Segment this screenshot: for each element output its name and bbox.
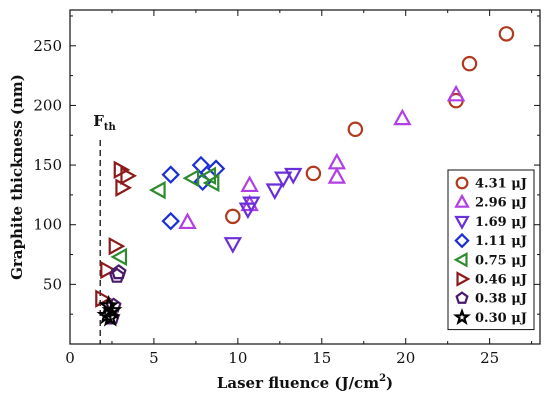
threshold-label-main: F xyxy=(93,112,104,130)
legend-item: 1.11 μJ xyxy=(454,232,527,249)
legend-marker xyxy=(454,232,470,249)
data-marks xyxy=(95,26,515,327)
data-point xyxy=(110,264,127,280)
y-tick-label: 50 xyxy=(43,275,62,293)
threshold-label-sub: th xyxy=(104,122,117,133)
plot-frame xyxy=(69,9,541,345)
data-point xyxy=(110,247,128,267)
data-point xyxy=(115,178,133,197)
x-tick-label: 20 xyxy=(396,349,415,367)
data-point xyxy=(109,267,125,283)
data-point xyxy=(327,152,347,170)
legend-marker xyxy=(454,193,470,208)
x-tick-label: 0 xyxy=(65,349,75,367)
legend-item: 0.30 μJ xyxy=(453,307,527,326)
legend-marker xyxy=(456,271,471,287)
data-point xyxy=(327,167,347,184)
legend-marker xyxy=(453,307,471,326)
legend-marker xyxy=(455,176,469,190)
series-triangle-right xyxy=(95,160,138,308)
legend-label: 0.46 μJ xyxy=(475,273,527,288)
data-point xyxy=(461,55,478,72)
data-point xyxy=(240,175,259,193)
data-point xyxy=(305,165,322,182)
legend-item: 0.75 μJ xyxy=(453,252,527,268)
data-point xyxy=(265,183,285,201)
legend-item: 2.96 μJ xyxy=(454,193,527,211)
data-point xyxy=(108,236,126,256)
legend-label: 2.96 μJ xyxy=(475,196,527,211)
x-axis-title-end: ) xyxy=(386,374,393,392)
legend-label: 1.11 μJ xyxy=(475,234,527,249)
y-axis-title: Graphite thickness (nm) xyxy=(8,74,26,280)
legend-label: 0.30 μJ xyxy=(475,311,527,326)
data-point xyxy=(206,159,226,178)
axes: 0 5 10 15 20 25 50 100 150 200 250 Fth xyxy=(33,9,541,367)
x-tick-label: 15 xyxy=(312,349,331,367)
legend: 4.31 μJ 2.96 μJ 1.69 μJ 1.11 μJ 0.75 μJ 0.46 … xyxy=(447,169,535,331)
legend-marker xyxy=(454,215,470,230)
threshold-label: Fth xyxy=(93,112,116,133)
series-circle xyxy=(225,26,515,225)
data-point xyxy=(202,173,220,193)
data-point xyxy=(238,202,258,220)
x-tick-label: 10 xyxy=(228,349,247,367)
data-point xyxy=(178,212,197,230)
data-point xyxy=(99,306,121,327)
series-triangle-up xyxy=(178,84,466,230)
legend-label: 0.38 μJ xyxy=(475,292,527,307)
legend-item: 4.31 μJ xyxy=(455,176,527,192)
data-point xyxy=(446,84,466,102)
x-axis-title-sup: 2 xyxy=(379,373,386,384)
legend-label: 1.69 μJ xyxy=(475,215,527,230)
legend-marker xyxy=(453,252,468,268)
data-point xyxy=(347,121,364,138)
x-axis-title-main: Laser fluence (J/cm xyxy=(217,374,379,392)
data-point xyxy=(100,260,117,280)
series-triangle-left xyxy=(110,166,220,267)
legend-item: 0.38 μJ xyxy=(455,291,527,307)
data-point xyxy=(498,26,515,42)
data-point xyxy=(148,180,166,200)
data-point xyxy=(161,165,180,184)
legend-label: 4.31 μJ xyxy=(475,177,527,192)
data-point xyxy=(161,211,180,231)
data-point xyxy=(182,168,200,188)
y-tick-label: 200 xyxy=(33,96,62,114)
y-tick-label: 150 xyxy=(33,156,62,174)
legend-marker xyxy=(455,291,469,304)
x-axis-title: Laser fluence (J/cm2) xyxy=(217,373,393,392)
data-point xyxy=(223,237,243,254)
legend-item: 1.69 μJ xyxy=(454,215,527,230)
series-triangle-down xyxy=(223,167,303,254)
x-tick-label: 5 xyxy=(149,349,159,367)
data-point xyxy=(225,208,241,225)
legend-item: 0.46 μJ xyxy=(456,271,527,288)
data-point xyxy=(393,108,412,126)
legend-label: 0.75 μJ xyxy=(475,253,527,268)
series-star xyxy=(96,294,123,327)
data-point xyxy=(273,171,293,189)
x-tick-label: 25 xyxy=(480,349,499,367)
data-point xyxy=(191,155,211,175)
y-tick-label: 250 xyxy=(33,37,62,55)
y-tick-label: 100 xyxy=(33,216,62,234)
data-point xyxy=(120,166,138,186)
data-point xyxy=(199,166,217,186)
